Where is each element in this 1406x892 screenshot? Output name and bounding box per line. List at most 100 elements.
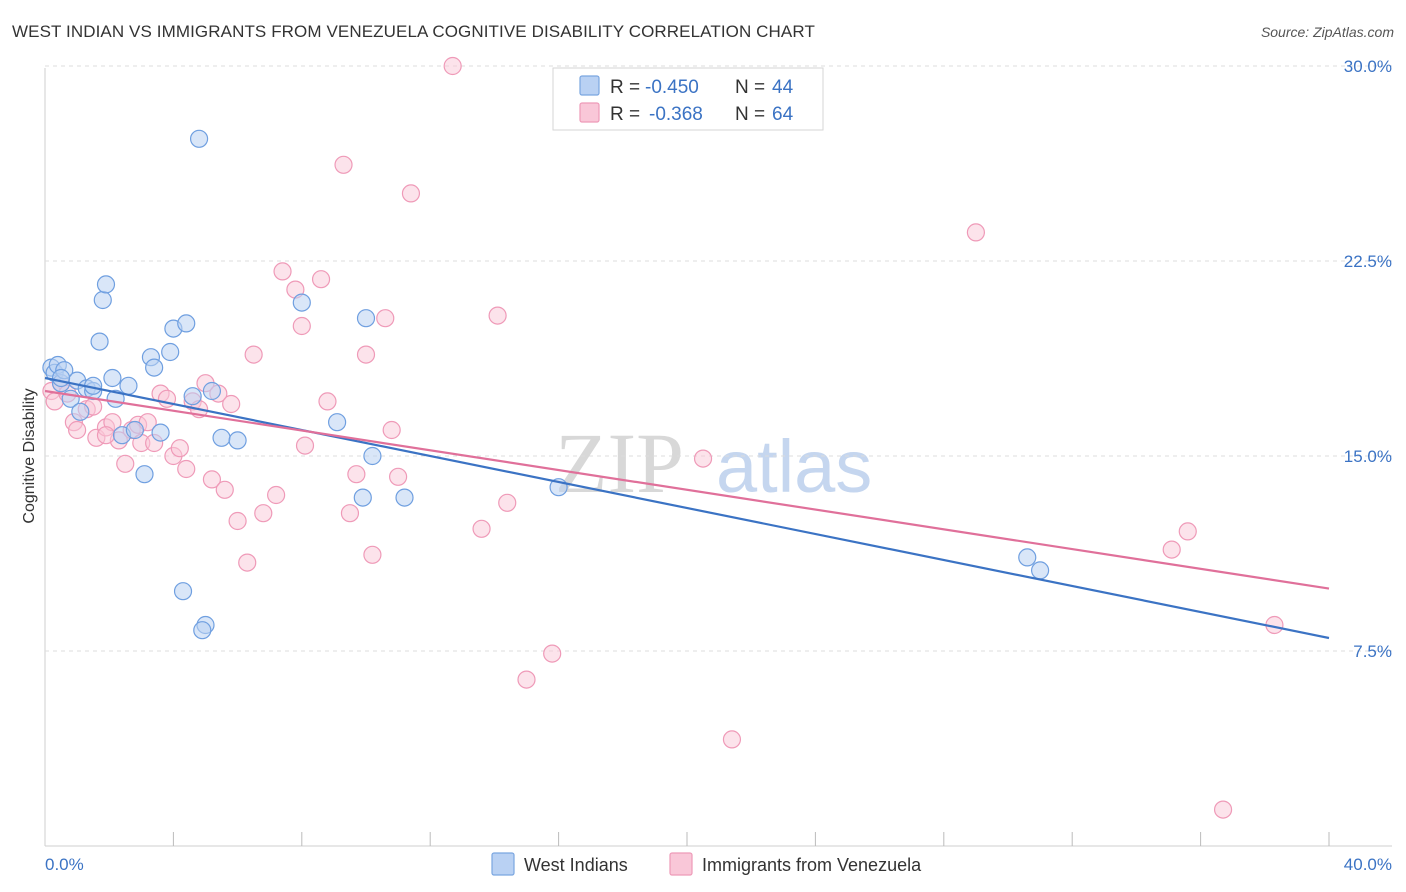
stats-n-value-1: 44: [772, 77, 794, 98]
point-west-indians: [119, 376, 138, 395]
watermark: ZIP atlas: [555, 415, 872, 511]
point-west-indians: [93, 290, 112, 310]
point-venezuela: [96, 426, 116, 445]
point-venezuela: [116, 454, 135, 473]
point-west-indians: [145, 358, 164, 377]
stats-legend: R = -0.450 N = 44 R = -0.368 N = 64: [552, 67, 824, 131]
point-venezuela: [722, 730, 742, 749]
point-venezuela: [356, 345, 376, 364]
point-venezuela: [966, 223, 986, 242]
point-venezuela: [222, 394, 241, 414]
trend-line-west-indians: [44, 376, 1330, 640]
point-west-indians: [353, 488, 372, 507]
point-venezuela: [693, 449, 713, 468]
point-west-indians: [328, 413, 347, 432]
point-venezuela: [376, 309, 395, 328]
y-tick-label: 30.0%: [1344, 57, 1392, 76]
point-venezuela: [472, 519, 491, 538]
point-west-indians: [90, 332, 109, 351]
point-venezuela: [244, 345, 263, 364]
x-tick-label-max: 40.0%: [1344, 855, 1392, 874]
point-west-indians: [51, 368, 71, 388]
point-venezuela: [215, 480, 234, 499]
chart-title: WEST INDIAN VS IMMIGRANTS FROM VENEZUELA…: [12, 22, 815, 41]
stats-n-label-1: N =: [735, 77, 765, 98]
point-west-indians: [125, 420, 144, 440]
point-west-indians: [135, 465, 154, 484]
point-venezuela: [267, 485, 286, 505]
y-axis-label: Cognitive Disability: [21, 388, 38, 523]
x-tick-label-min: 0.0%: [45, 855, 84, 874]
point-venezuela: [273, 262, 292, 281]
trend-lines: [44, 376, 1330, 640]
point-west-indians: [292, 293, 311, 312]
trend-line-venezuela: [44, 389, 1330, 590]
point-west-indians: [161, 342, 180, 362]
point-venezuela: [318, 392, 337, 411]
point-west-indians: [183, 387, 202, 406]
point-west-indians: [151, 423, 170, 442]
y-tick-label: 15.0%: [1344, 447, 1392, 466]
point-venezuela: [401, 184, 421, 203]
stats-r-label-1: R =: [610, 77, 640, 98]
series-venezuela: [42, 56, 1284, 819]
point-venezuela: [67, 420, 87, 440]
point-venezuela: [311, 270, 331, 289]
point-venezuela: [340, 504, 360, 523]
stats-swatch-west-indians: [579, 75, 600, 96]
point-west-indians: [356, 309, 376, 328]
point-west-indians: [177, 314, 196, 333]
y-tick-labels: 7.5% 15.0% 22.5% 30.0%: [1344, 57, 1392, 661]
point-venezuela: [389, 467, 408, 486]
point-venezuela: [382, 420, 401, 440]
point-west-indians: [228, 431, 247, 450]
point-west-indians: [363, 446, 382, 466]
point-west-indians: [189, 129, 209, 148]
stats-n-value-2: 64: [772, 104, 794, 125]
point-venezuela: [443, 56, 462, 76]
point-venezuela: [295, 436, 315, 455]
point-west-indians: [103, 368, 122, 388]
point-west-indians: [395, 488, 414, 507]
stats-r-value-1: -0.450: [645, 77, 699, 98]
point-venezuela: [202, 470, 222, 489]
point-west-indians: [71, 402, 90, 421]
point-venezuela: [488, 306, 507, 325]
point-venezuela: [254, 504, 273, 523]
point-venezuela: [363, 545, 382, 564]
gridlines: [45, 65, 1392, 652]
point-venezuela: [498, 493, 517, 512]
series-west-indians: [42, 129, 1050, 640]
point-west-indians: [1030, 561, 1050, 580]
x-ticks: [172, 832, 1330, 846]
point-venezuela: [170, 439, 189, 458]
point-venezuela: [334, 155, 353, 174]
point-venezuela: [517, 670, 536, 689]
y-tick-label: 22.5%: [1344, 252, 1392, 271]
stats-n-label-2: N =: [735, 104, 765, 125]
point-west-indians: [1018, 548, 1037, 567]
point-venezuela: [543, 644, 562, 663]
series-legend: West Indians Immigrants from Venezuela: [491, 852, 922, 876]
legend-label-venezuela: Immigrants from Venezuela: [702, 855, 922, 875]
legend-swatch-venezuela: [669, 852, 693, 876]
stats-swatch-venezuela: [579, 102, 600, 123]
legend-label-west-indians: West Indians: [524, 855, 628, 875]
point-west-indians: [96, 275, 116, 294]
point-venezuela: [347, 465, 366, 484]
point-venezuela: [292, 316, 311, 336]
stats-r-label-2: R =: [610, 104, 640, 125]
source-label: Source: ZipAtlas.com: [1260, 24, 1394, 40]
point-venezuela: [1162, 540, 1181, 559]
point-venezuela: [1213, 800, 1233, 819]
watermark-zip: ZIP: [555, 415, 684, 511]
point-venezuela: [1178, 522, 1197, 541]
stats-r-value-2: -0.368: [649, 104, 703, 125]
point-venezuela: [238, 553, 257, 572]
point-venezuela: [228, 511, 247, 531]
y-tick-label: 7.5%: [1353, 642, 1392, 661]
point-west-indians: [193, 621, 212, 640]
point-west-indians: [202, 381, 222, 401]
watermark-atlas: atlas: [716, 425, 872, 508]
